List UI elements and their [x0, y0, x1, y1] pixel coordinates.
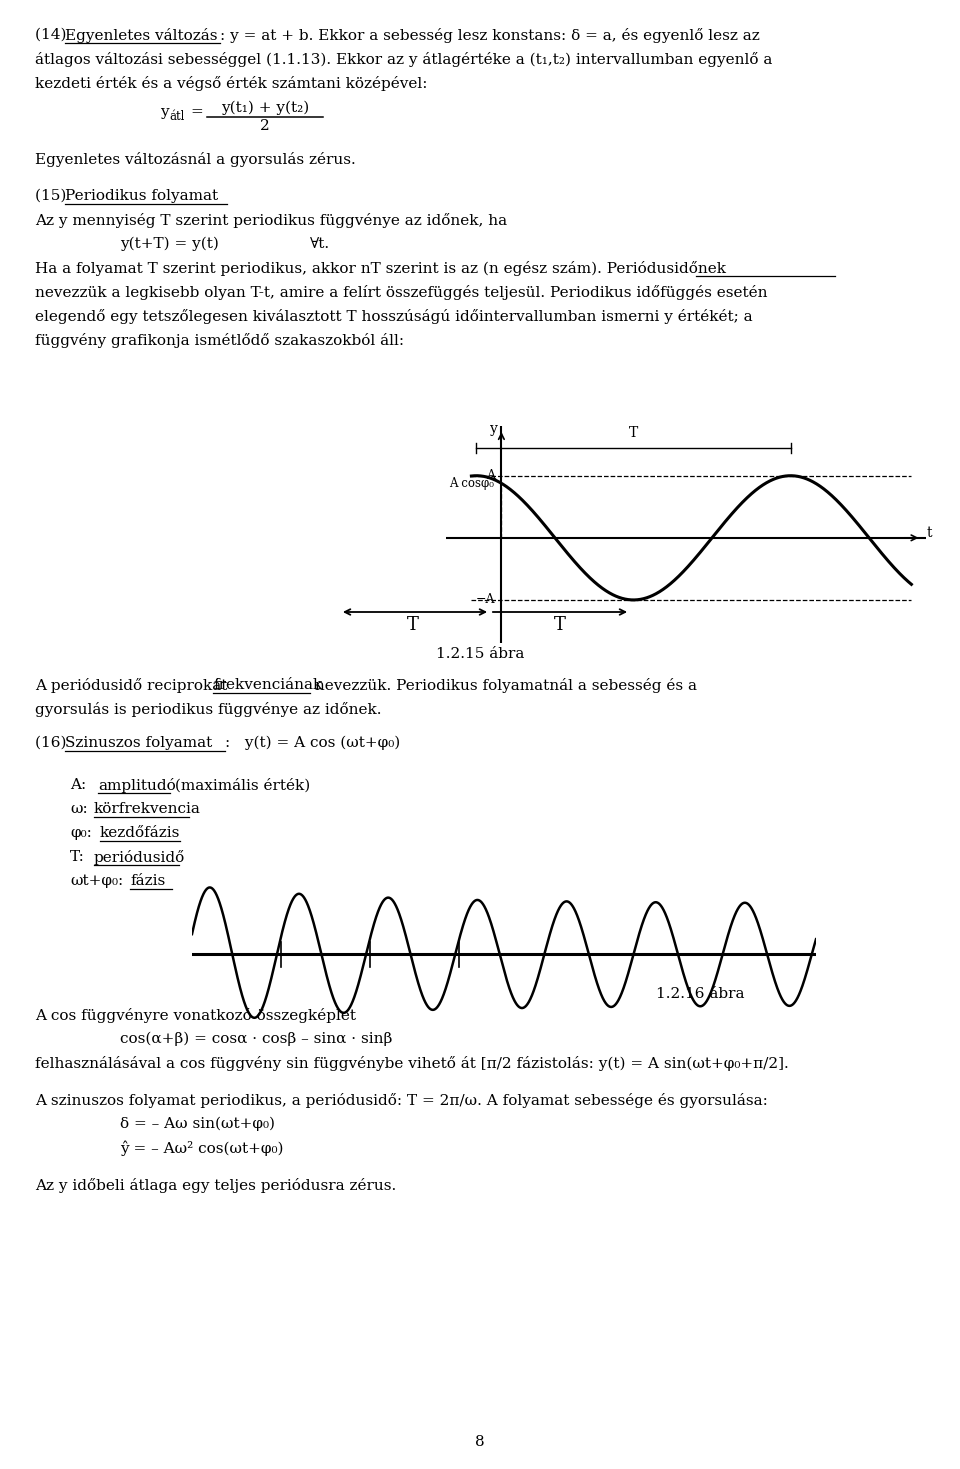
- Text: nevezzük a legkisebb olyan T-t, amire a felírt összefüggés teljesül. Periodikus : nevezzük a legkisebb olyan T-t, amire a …: [35, 285, 767, 300]
- Text: (maximális érték): (maximális érték): [170, 779, 310, 792]
- Text: nevezzük. Periodikus folyamatnál a sebesség és a: nevezzük. Periodikus folyamatnál a sebes…: [310, 679, 697, 693]
- Text: T:: T:: [70, 851, 84, 864]
- Text: A cos függvényre vonatkozó összegképlet: A cos függvényre vonatkozó összegképlet: [35, 1008, 356, 1022]
- Text: felhasználásával a cos függvény sin függvénybe vihető át [π/2 fázistolás: y(t) =: felhasználásával a cos függvény sin függ…: [35, 1056, 789, 1071]
- Text: ∀t.: ∀t.: [310, 237, 330, 251]
- Text: y: y: [490, 422, 497, 436]
- Text: 8: 8: [475, 1435, 485, 1448]
- Text: ω:: ω:: [70, 802, 87, 815]
- Text: (14): (14): [35, 28, 71, 43]
- Text: A:: A:: [70, 779, 86, 792]
- Text: körfrekvencia: körfrekvencia: [94, 802, 201, 815]
- Text: y(t₁) + y(t₂): y(t₁) + y(t₂): [221, 101, 309, 116]
- Text: átlagos változási sebességgel (1.1.13). Ekkor az y átlagértéke a (t₁,t₂) interva: átlagos változási sebességgel (1.1.13). …: [35, 51, 773, 68]
- Text: ŷ = – Aω² cos(ωt+φ₀): ŷ = – Aω² cos(ωt+φ₀): [120, 1141, 283, 1156]
- Text: T: T: [629, 426, 638, 441]
- Text: :   y(t) = A cos (ωt+φ₀): : y(t) = A cos (ωt+φ₀): [225, 736, 400, 751]
- Text: −A: −A: [476, 593, 495, 607]
- Text: ωt+φ₀:: ωt+φ₀:: [70, 874, 123, 887]
- Text: Periodikus folyamat: Periodikus folyamat: [65, 190, 218, 203]
- Text: Az y mennyiség T szerint periodikus függvénye az időnek, ha: Az y mennyiség T szerint periodikus függ…: [35, 213, 507, 228]
- Text: Szinuszos folyamat: Szinuszos folyamat: [65, 736, 212, 751]
- Text: kezdeti érték és a végső érték számtani középével:: kezdeti érték és a végső érték számtani …: [35, 76, 427, 91]
- Text: : y = at + b. Ekkor a sebesség lesz konstans: ẟ = a, és egyenlő lesz az: : y = at + b. Ekkor a sebesség lesz kons…: [220, 28, 759, 43]
- Text: 1.2.16 ábra: 1.2.16 ábra: [656, 987, 744, 1000]
- Text: 2: 2: [260, 119, 270, 134]
- Text: Ha a folyamat T szerint periodikus, akkor nT szerint is az (n egész szám). Perió: Ha a folyamat T szerint periodikus, akko…: [35, 261, 726, 276]
- Text: fázis: fázis: [130, 874, 165, 887]
- Text: cos(α+β) = cosα · cosβ – sinα · sinβ: cos(α+β) = cosα · cosβ – sinα · sinβ: [120, 1033, 393, 1046]
- Text: A szinuszos folyamat periodikus, a periódusidő: T = 2π/ω. A folyamat sebessége é: A szinuszos folyamat periodikus, a perió…: [35, 1093, 768, 1108]
- Text: amplitudó: amplitudó: [98, 779, 176, 793]
- Text: φ₀:: φ₀:: [70, 826, 92, 840]
- Text: y: y: [160, 104, 169, 119]
- Text: y(t+T) = y(t): y(t+T) = y(t): [120, 237, 219, 251]
- Text: 1.2.15 ábra: 1.2.15 ábra: [436, 646, 524, 661]
- Text: =: =: [190, 104, 203, 119]
- Text: A cosφ₀: A cosφ₀: [449, 477, 493, 489]
- Text: A: A: [487, 469, 495, 482]
- Text: elegendő egy tetszőlegesen kiválasztott T hosszúságú időintervallumban ismerni y: elegendő egy tetszőlegesen kiválasztott …: [35, 308, 753, 325]
- Text: T: T: [554, 616, 566, 635]
- Text: gyorsulás is periodikus függvénye az időnek.: gyorsulás is periodikus függvénye az idő…: [35, 702, 381, 717]
- Text: kezdőfázis: kezdőfázis: [100, 826, 180, 840]
- Text: T: T: [407, 616, 419, 635]
- Text: periódusidő: periódusidő: [94, 851, 185, 865]
- Text: t: t: [926, 526, 932, 539]
- Text: átl: átl: [169, 110, 184, 123]
- Text: A periódusidő reciprokát: A periódusidő reciprokát: [35, 679, 232, 693]
- Text: Az y időbeli átlaga egy teljes periódusra zérus.: Az y időbeli átlaga egy teljes periódusr…: [35, 1178, 396, 1193]
- Text: ẟ = – Aω sin(ωt+φ₀): ẟ = – Aω sin(ωt+φ₀): [120, 1116, 275, 1131]
- Text: Egyenletes változásnál a gyorsulás zérus.: Egyenletes változásnál a gyorsulás zérus…: [35, 151, 356, 167]
- Text: függvény grafikonja ismétlődő szakaszokból áll:: függvény grafikonja ismétlődő szakaszokb…: [35, 333, 404, 348]
- Text: (15): (15): [35, 190, 71, 203]
- Text: frekvenciának: frekvenciának: [213, 679, 323, 692]
- Text: (16): (16): [35, 736, 71, 751]
- Text: Egyenletes változás: Egyenletes változás: [65, 28, 218, 43]
